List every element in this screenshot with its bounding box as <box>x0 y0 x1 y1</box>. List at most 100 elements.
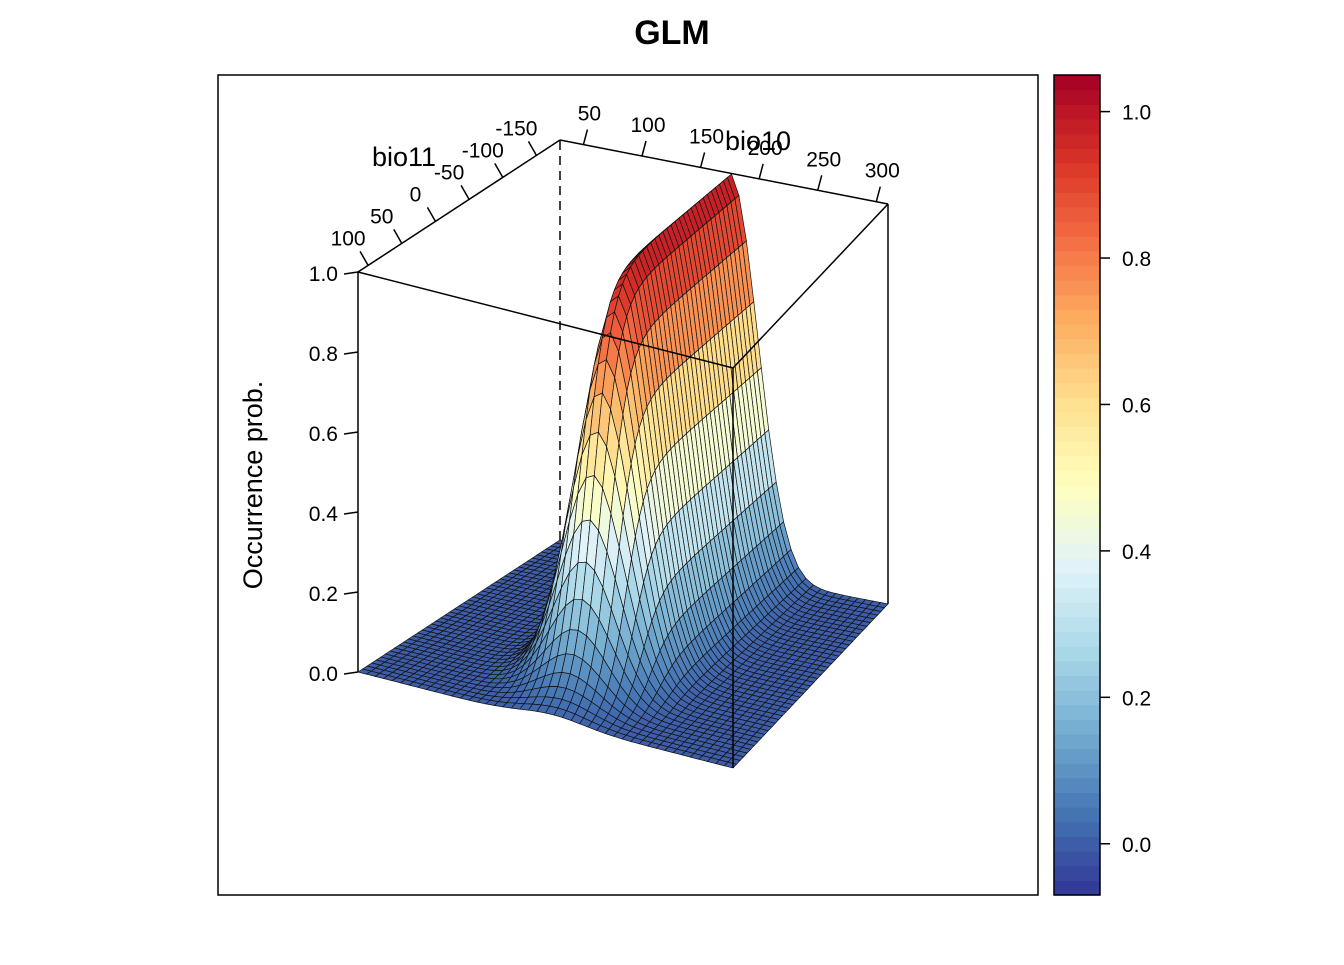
colorbar-tick-label: 0.6 <box>1122 394 1151 417</box>
z-tick-mark <box>343 271 359 275</box>
colorbar-band <box>1054 821 1100 838</box>
z-tick-mark <box>343 431 359 435</box>
colorbar-band <box>1054 675 1100 691</box>
z-tick-mark <box>343 591 359 595</box>
colorbar: 0.0 0.2 0.4 0.6 0.8 1.0 <box>1053 74 1152 896</box>
colorbar-band <box>1054 851 1100 867</box>
x-tick-mark <box>816 175 823 191</box>
colorbar-band <box>1054 719 1100 735</box>
y-tick-mark <box>460 185 470 200</box>
colorbar-band <box>1054 733 1100 750</box>
z-axis-label: Occurrence prob. <box>238 381 268 590</box>
colorbar-band <box>1054 455 1100 471</box>
colorbar-tick-label: 1.0 <box>1122 102 1151 125</box>
colorbar-band <box>1054 177 1100 193</box>
colorbar-band <box>1054 323 1100 340</box>
colorbar-band <box>1054 690 1100 706</box>
y-axis-label: bio11 <box>372 142 436 172</box>
y-tick-label: -50 <box>434 161 464 184</box>
y-tick-mark <box>527 141 538 156</box>
colorbar-band <box>1054 162 1100 179</box>
colorbar-band <box>1054 265 1100 281</box>
colorbar-band <box>1054 528 1100 545</box>
colorbar-band <box>1054 514 1100 530</box>
z-tick-label: 1.0 <box>309 263 338 286</box>
colorbar-band <box>1054 294 1100 310</box>
colorbar-band <box>1054 206 1100 223</box>
z-tick-mark <box>343 351 359 355</box>
colorbar-band <box>1054 543 1100 559</box>
colorbar-band <box>1054 104 1100 120</box>
colorbar-band <box>1054 118 1100 135</box>
colorbar-band <box>1054 865 1100 881</box>
x-axis-label: bio10 <box>725 126 791 156</box>
colorbar-band <box>1054 646 1100 662</box>
colorbar-band <box>1054 777 1100 794</box>
colorbar-band <box>1054 89 1100 105</box>
colorbar-band <box>1054 616 1100 633</box>
colorbar-band <box>1054 836 1100 852</box>
front-box-lines <box>357 203 889 768</box>
colorbar-band <box>1054 441 1100 457</box>
x-tick-label: 200 <box>748 137 783 160</box>
colorbar-band <box>1054 250 1100 266</box>
colorbar-band <box>1054 572 1100 589</box>
x-tick-label: 300 <box>865 160 900 183</box>
colorbar-band <box>1054 397 1100 413</box>
z-tick-label: 0.6 <box>309 423 338 446</box>
colorbar-band <box>1054 280 1100 296</box>
plot-frame <box>217 74 1039 896</box>
colorbar-tick-label: 0.4 <box>1122 541 1152 564</box>
y-tick-label: -150 <box>495 117 537 140</box>
colorbar-band <box>1054 75 1100 91</box>
colorbar-band <box>1054 558 1100 574</box>
colorbar-band <box>1054 499 1100 515</box>
colorbar-band <box>1054 309 1100 325</box>
colorbar-band <box>1054 587 1100 603</box>
z-tick-label: 0.2 <box>309 583 338 606</box>
x-tick-mark <box>641 140 647 157</box>
z-tick-label: 0.4 <box>309 503 339 526</box>
y-tick-mark <box>393 229 403 244</box>
z-tick-mark <box>343 671 359 675</box>
colorbar-band <box>1054 236 1100 252</box>
colorbar-band <box>1054 411 1100 428</box>
x-tick-label: 100 <box>630 114 665 137</box>
y-tick-label: 100 <box>331 227 366 250</box>
colorbar-band <box>1054 338 1100 354</box>
colorbar-band <box>1054 660 1100 676</box>
y-tick-label: 0 <box>410 183 422 206</box>
colorbar-band <box>1054 631 1100 647</box>
y-tick-mark <box>426 207 437 222</box>
colorbar-band <box>1054 382 1100 398</box>
colorbar-band <box>1054 485 1100 501</box>
colorbar-band <box>1054 192 1100 208</box>
x-tick-label: 150 <box>689 125 724 148</box>
y-tick-mark <box>494 163 504 178</box>
z-tick-label: 0.0 <box>309 663 338 686</box>
colorbar-band <box>1054 763 1100 779</box>
colorbar-band <box>1054 426 1100 442</box>
x-tick-label: 250 <box>806 148 841 171</box>
colorbar-band <box>1054 792 1100 808</box>
x-tick-mark <box>699 152 706 168</box>
surface-mesh <box>357 173 889 769</box>
y-tick-label: -100 <box>462 139 504 162</box>
back-box-lines <box>357 139 889 672</box>
colorbar-band <box>1054 148 1100 164</box>
colorbar-band <box>1054 807 1100 823</box>
colorbar-band <box>1054 133 1100 149</box>
x-tick-mark <box>582 129 589 145</box>
z-tick-mark <box>343 511 359 515</box>
colorbar-tick-label: 0.8 <box>1122 248 1151 271</box>
z-tick-label: 0.8 <box>309 343 338 366</box>
x-tick-mark <box>758 163 764 180</box>
colorbar-tick-label: 0.2 <box>1122 687 1151 710</box>
colorbar-frame <box>1053 74 1101 896</box>
colorbar-band <box>1054 353 1100 369</box>
y-tick-label: 50 <box>370 205 393 228</box>
colorbar-band <box>1054 880 1100 896</box>
